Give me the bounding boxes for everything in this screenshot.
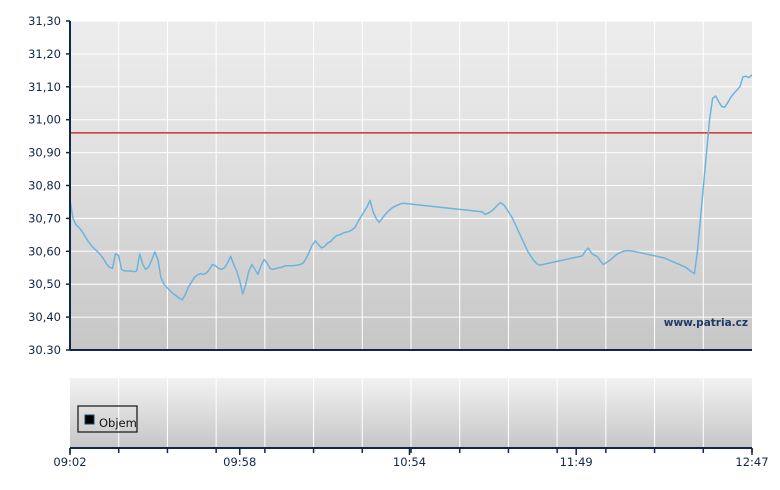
y-tick-label: 31,30 bbox=[28, 14, 61, 28]
x-axis-labels: 09:02 09:58 10:54 11:49 12:47 bbox=[53, 448, 769, 469]
x-tick-label: 09:02 bbox=[53, 455, 86, 469]
x-tick-label: 09:58 bbox=[223, 455, 256, 469]
volume-legend[interactable]: Objem bbox=[77, 405, 138, 433]
volume-panel: Objem bbox=[69, 378, 753, 453]
y-tick-label: 31,10 bbox=[28, 80, 61, 94]
volume-gridlines bbox=[118, 378, 704, 448]
legend-label: Objem bbox=[99, 416, 137, 430]
y-tick-label: 30.30 bbox=[28, 343, 61, 357]
y-tick-label: 30,90 bbox=[28, 146, 61, 160]
x-tick-label: 11:49 bbox=[560, 455, 593, 469]
y-tick-label: 31,20 bbox=[28, 47, 61, 61]
y-tick-label: 31,00 bbox=[28, 113, 61, 127]
legend-box bbox=[77, 405, 138, 433]
y-tick-label: 30,40 bbox=[28, 310, 61, 324]
y-tick-label: 30,80 bbox=[28, 179, 61, 193]
y-axis-labels: 31,30 31,20 31,10 31,00 30,90 30,80 30,70 30,60… bbox=[28, 14, 61, 357]
y-tick-label: 30,50 bbox=[28, 277, 61, 291]
price-line bbox=[70, 74, 752, 301]
y-tick-label: 30,60 bbox=[28, 244, 61, 258]
price-panel: www.patria.cz bbox=[66, 20, 752, 351]
legend-swatch bbox=[84, 414, 95, 425]
x-tick-label: 12:47 bbox=[735, 455, 768, 469]
x-tick-label: 10:54 bbox=[393, 455, 426, 469]
price-gridlines bbox=[70, 20, 752, 351]
watermark-label: www.patria.cz bbox=[664, 317, 748, 329]
y-tick-label: 30,70 bbox=[28, 211, 61, 225]
